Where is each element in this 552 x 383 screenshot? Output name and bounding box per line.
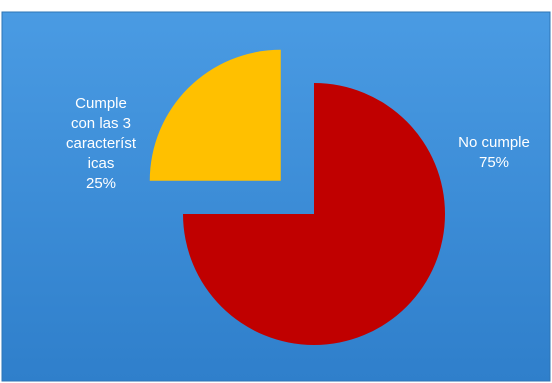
pie-slice — [183, 83, 445, 345]
data-label-line: característ — [65, 135, 137, 152]
data-label-line: 25% — [85, 175, 117, 192]
data-label-line: Cumple — [75, 95, 127, 112]
pie-slice — [149, 49, 281, 181]
data-label-cumple: Cumple con las 3 característ icas 25% — [53, 94, 149, 194]
data-label-no-cumple: No cumple 75% — [441, 133, 547, 173]
data-label-line: 75% — [478, 154, 510, 171]
data-label-line: icas — [87, 155, 115, 172]
data-label-line: con las 3 — [70, 115, 132, 132]
data-label-line: No cumple — [458, 134, 530, 151]
